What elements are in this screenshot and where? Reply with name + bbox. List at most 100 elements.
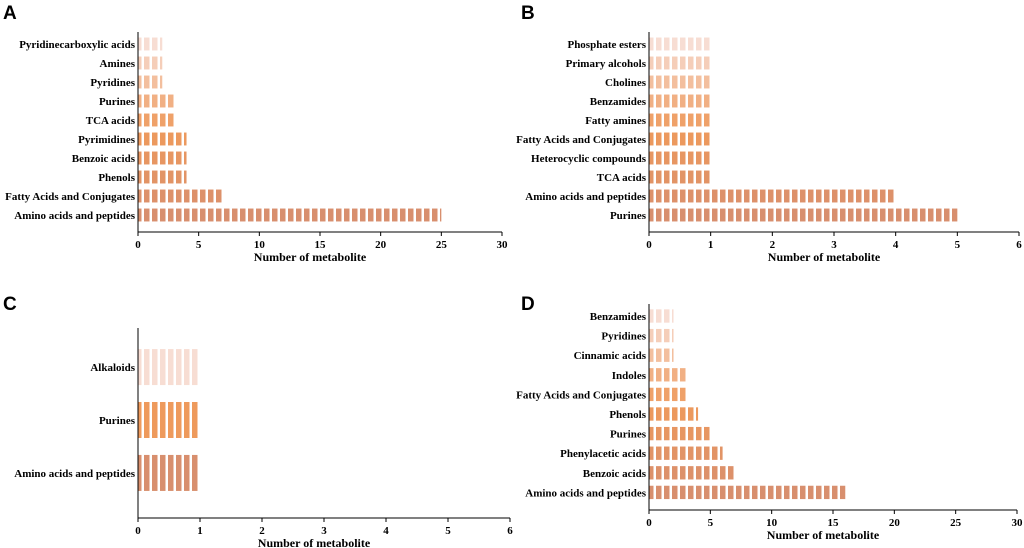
category-label: Benzoic acids — [72, 153, 136, 165]
bar-fatty-acids-and-conjugates — [138, 189, 223, 203]
category-label: Fatty Acids and Conjugates — [516, 389, 647, 401]
x-tick-label: 20 — [889, 517, 901, 529]
category-label: Heterocyclic compounds — [531, 153, 647, 165]
bar-pyrimidines — [138, 132, 187, 146]
category-label: Benzamides — [590, 96, 647, 108]
bar-cholines — [649, 75, 711, 89]
panel-letter: A — [3, 3, 17, 24]
bar-phosphate-esters — [649, 37, 711, 51]
category-label: Purines — [610, 210, 647, 222]
category-label: TCA acids — [597, 172, 647, 184]
x-tick-label: 30 — [497, 239, 509, 251]
panel-letter: B — [521, 3, 535, 24]
category-label: Amino acids and peptides — [14, 210, 135, 222]
bar-amino-acids-and-peptides — [649, 485, 846, 500]
x-tick-label: 1 — [708, 239, 714, 251]
bar-alkaloids — [138, 349, 200, 386]
x-axis-title: Number of metabolite — [767, 528, 880, 542]
bar-pyridinecarboxylic-acids — [138, 37, 163, 51]
category-label: Amino acids and peptides — [14, 468, 135, 480]
category-label: Primary alcohols — [566, 58, 647, 70]
bar-benzoic-acids — [649, 466, 735, 480]
category-label: Benzoic acids — [583, 468, 647, 480]
x-tick-label: 5 — [196, 239, 202, 251]
panel-b: B Phosphate esters Primary alcohols Choline… — [516, 3, 1022, 264]
category-label: Purines — [99, 415, 136, 427]
bar-cinnamic-acids — [649, 348, 674, 362]
category-label: Pyridines — [90, 77, 135, 89]
x-tick-label: 10 — [254, 239, 266, 251]
bar-phenols — [138, 170, 187, 184]
bar-purines — [649, 208, 958, 222]
x-tick-label: 0 — [646, 239, 652, 251]
x-axis-title: Number of metabolite — [254, 250, 367, 264]
x-tick-label: 25 — [436, 239, 448, 251]
bar-purines — [138, 402, 200, 438]
category-label: Phenylacetic acids — [560, 448, 647, 460]
category-label: TCA acids — [86, 115, 136, 127]
bar-benzamides — [649, 309, 674, 323]
category-label: Alkaloids — [90, 362, 135, 374]
bar-heterocyclic-compounds — [649, 151, 711, 165]
bar-amino-acids-and-peptides — [138, 454, 200, 491]
x-tick-label: 6 — [1016, 239, 1022, 251]
bar-phenols — [649, 407, 699, 421]
bar-pyridines — [138, 75, 163, 89]
bar-benzoic-acids — [138, 151, 187, 165]
x-tick-label: 0 — [135, 525, 141, 537]
category-label: Purines — [99, 96, 136, 108]
category-label: Benzamides — [590, 311, 647, 323]
x-tick-label: 0 — [646, 517, 652, 529]
x-tick-label: 20 — [375, 239, 387, 251]
category-label: Amino acids and peptides — [525, 487, 646, 499]
category-label: Pyrimidines — [78, 134, 136, 146]
bar-purines — [649, 426, 711, 441]
bar-primary-alcohols — [649, 56, 711, 70]
category-label: Phosphate esters — [567, 39, 646, 51]
x-tick-label: 25 — [950, 517, 962, 529]
category-label: Fatty Acids and Conjugates — [5, 191, 136, 203]
x-tick-label: 1 — [197, 525, 203, 537]
x-tick-label: 3 — [321, 525, 327, 537]
category-label: Cinnamic acids — [574, 350, 647, 362]
bar-pyridines — [649, 328, 674, 343]
panel-letter: D — [521, 294, 535, 315]
category-label: Indoles — [612, 370, 647, 382]
x-tick-label: 15 — [828, 517, 840, 529]
x-tick-label: 2 — [770, 239, 776, 251]
category-label: Fatty Acids and Conjugates — [516, 134, 647, 146]
bar-phenylacetic-acids — [649, 446, 723, 460]
x-tick-label: 5 — [708, 517, 714, 529]
bar-tca-acids — [138, 113, 175, 127]
x-tick-label: 2 — [259, 525, 265, 537]
x-tick-label: 4 — [893, 239, 899, 251]
bar-fatty-acids-and-conjugates — [649, 132, 711, 146]
bar-amino-acids-and-peptides — [138, 208, 442, 222]
bar-fatty-acids-and-conjugates — [649, 387, 686, 402]
bar-purines — [138, 94, 175, 108]
x-tick-label: 30 — [1012, 517, 1024, 529]
category-label: Phenols — [98, 172, 135, 184]
x-tick-label: 15 — [315, 239, 327, 251]
category-label: Fatty amines — [585, 115, 647, 127]
panel-a: A Pyridinecarboxylic acids Amines Pyridines… — [3, 3, 508, 264]
x-tick-label: 5 — [445, 525, 451, 537]
panel-d: D Benzamides Pyridines Cinnamic acids Indole… — [516, 294, 1023, 542]
category-label: Amines — [100, 58, 136, 70]
x-tick-label: 3 — [831, 239, 837, 251]
x-tick-label: 6 — [507, 525, 513, 537]
bar-benzamides — [649, 94, 711, 108]
category-label: Cholines — [605, 77, 647, 89]
x-tick-label: 0 — [135, 239, 141, 251]
x-tick-label: 4 — [383, 525, 389, 537]
x-tick-label: 10 — [766, 517, 778, 529]
x-axis-title: Number of metabolite — [258, 536, 371, 548]
x-axis-title: Number of metabolite — [768, 250, 881, 264]
x-tick-label: 5 — [955, 239, 961, 251]
bar-amino-acids-and-peptides — [649, 189, 896, 203]
category-label: Amino acids and peptides — [525, 191, 646, 203]
bar-tca-acids — [649, 170, 711, 184]
category-label: Purines — [610, 429, 647, 441]
panel-letter: C — [3, 294, 17, 315]
